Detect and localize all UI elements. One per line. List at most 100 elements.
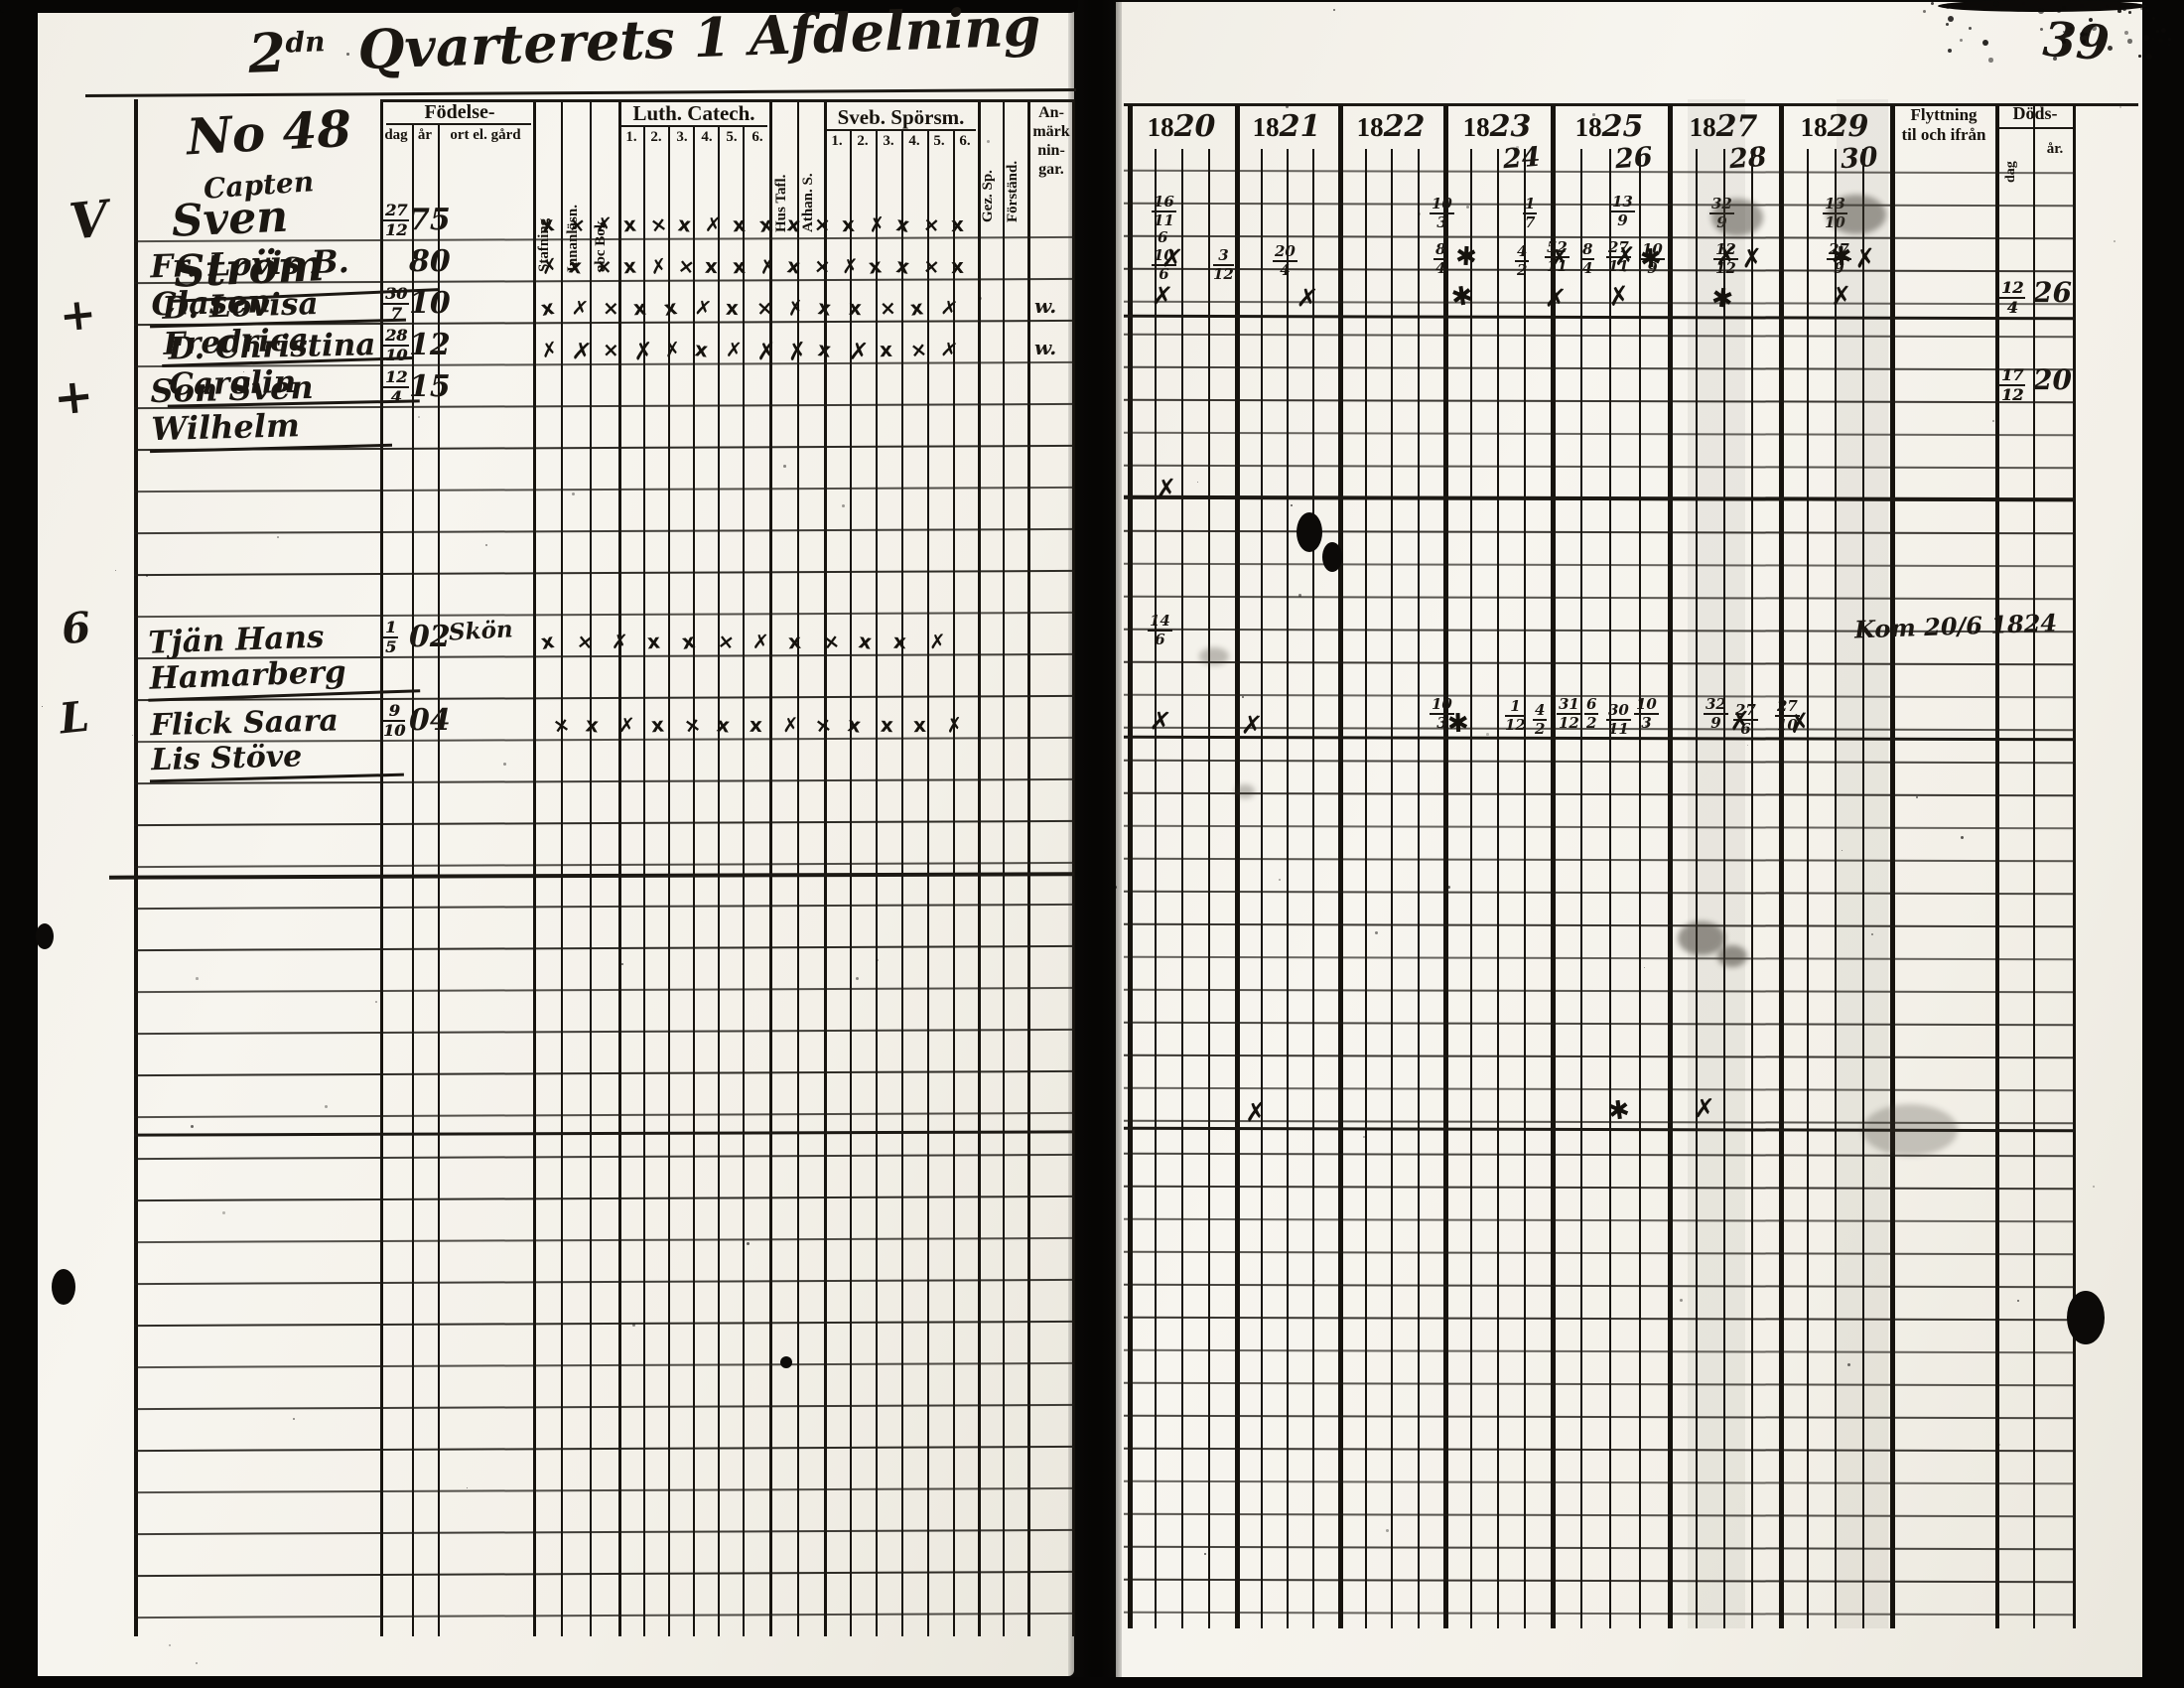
book-gutter	[1068, 0, 1122, 1688]
year-separator	[1338, 105, 1343, 1628]
speckle	[842, 504, 845, 507]
luth-num: 1.	[625, 129, 637, 145]
speckle	[1204, 1553, 1207, 1556]
exam-mark: ✗	[785, 336, 809, 367]
speckle	[115, 570, 117, 572]
speckle	[467, 1487, 469, 1489]
residence: Skön	[448, 616, 514, 646]
grid-line-v	[1524, 149, 1526, 1628]
margin-mark: +	[51, 367, 97, 427]
speckle	[2080, 4, 2085, 9]
exam-mark: x	[749, 712, 763, 738]
speckle	[2063, 31, 2066, 34]
exam-mark: x	[621, 211, 637, 237]
speckle	[2124, 31, 2128, 35]
communion-date: 30 11	[1606, 701, 1631, 738]
header-innanlasn: Innanläsn.	[565, 103, 582, 272]
exam-mark: x	[867, 253, 884, 279]
speckle	[1298, 594, 1301, 597]
speckle	[1197, 482, 1199, 484]
speckle	[2117, 9, 2121, 13]
year-note: 28	[1727, 141, 1768, 176]
exam-mark: ✗	[632, 337, 655, 366]
speckle	[42, 706, 44, 708]
scan-streak	[1688, 99, 1745, 1628]
grid-line-v	[693, 127, 695, 1636]
speckle	[2143, 35, 2149, 41]
speckle	[346, 53, 349, 56]
exam-mark: ×	[682, 711, 703, 739]
grid-line-v	[2033, 105, 2035, 1628]
birth-year: 12	[409, 328, 451, 362]
speckle	[1871, 933, 1873, 935]
exam-mark: ×	[813, 253, 832, 279]
communion-mark: ✗	[1548, 243, 1571, 275]
birth-day: 28 10	[383, 326, 410, 364]
exam-mark: x	[731, 253, 747, 279]
speckle	[2022, 2, 2025, 5]
speckle	[277, 536, 279, 538]
communion-mark: ✗	[1160, 243, 1185, 275]
header-dods-ar: år.	[2046, 141, 2064, 157]
death-day: 12 4	[1999, 278, 2026, 317]
birth-year: 15	[409, 369, 451, 404]
sveb-num: 3.	[883, 133, 894, 149]
speckle	[2092, 26, 2097, 31]
speckle	[1923, 10, 1927, 14]
speckle	[1961, 836, 1965, 840]
communion-date: 32 9	[1704, 695, 1728, 732]
speckle	[1680, 1299, 1684, 1303]
sveb-num: 1.	[831, 133, 843, 149]
year-separator	[1551, 105, 1556, 1628]
year-separator	[1235, 105, 1240, 1628]
page-number: 39	[2041, 11, 2112, 72]
grid-line-v	[1312, 149, 1314, 1628]
grid-line-v	[2073, 105, 2076, 1628]
grid-line-v	[797, 99, 799, 1636]
communion-mark: ✗	[1714, 241, 1738, 273]
communion-mark: ✱	[1638, 243, 1663, 275]
exam-mark: ×	[602, 337, 619, 362]
year-separator	[1890, 105, 1895, 1628]
speckle	[2127, 39, 2132, 44]
communion-mark: ✗	[1155, 474, 1178, 505]
speckle	[1313, 1280, 1316, 1283]
grid-line-v	[438, 125, 440, 1636]
communion-mark: ✗	[1239, 710, 1264, 742]
header-fodelse: Födelse-	[424, 101, 495, 123]
communion-date: 16 11	[1152, 193, 1176, 229]
exam-mark: ×	[648, 211, 669, 238]
grid-line-v	[1696, 149, 1698, 1628]
grid-line-v	[533, 99, 536, 1636]
exam-mark: ✗	[944, 712, 965, 738]
grid-line-v	[1995, 105, 1999, 1628]
year-label: 1821	[1252, 109, 1321, 144]
communion-mark: ✱	[1606, 1094, 1632, 1128]
grid-line-v	[901, 131, 903, 1636]
grid-line-v	[1807, 149, 1809, 1628]
speckle	[1969, 27, 1973, 31]
exam-mark: ✗	[848, 337, 870, 366]
speckle	[1114, 886, 1117, 889]
exam-mark: x	[632, 295, 647, 321]
grid-line-v	[876, 131, 878, 1636]
communion-mark: ✗	[1852, 243, 1878, 275]
book-edge-bottom	[0, 1677, 2184, 1688]
speckle	[503, 763, 506, 766]
header-rule	[1997, 127, 2073, 129]
exam-mark: ×	[575, 629, 595, 654]
communion-mark: ✱	[1446, 708, 1470, 740]
speckle	[621, 963, 624, 966]
speckle	[2062, 40, 2066, 44]
grid-line-v	[743, 127, 745, 1636]
year-label: 1825	[1574, 109, 1644, 144]
exam-mark: ×	[879, 295, 897, 321]
speckle	[2080, 32, 2086, 38]
speckle	[1948, 16, 1954, 22]
speckle	[1592, 113, 1595, 116]
speckle	[375, 1001, 378, 1004]
year-separator	[1779, 105, 1784, 1628]
luth-num: 3.	[676, 129, 688, 145]
birth-day: 27 12	[383, 201, 410, 239]
